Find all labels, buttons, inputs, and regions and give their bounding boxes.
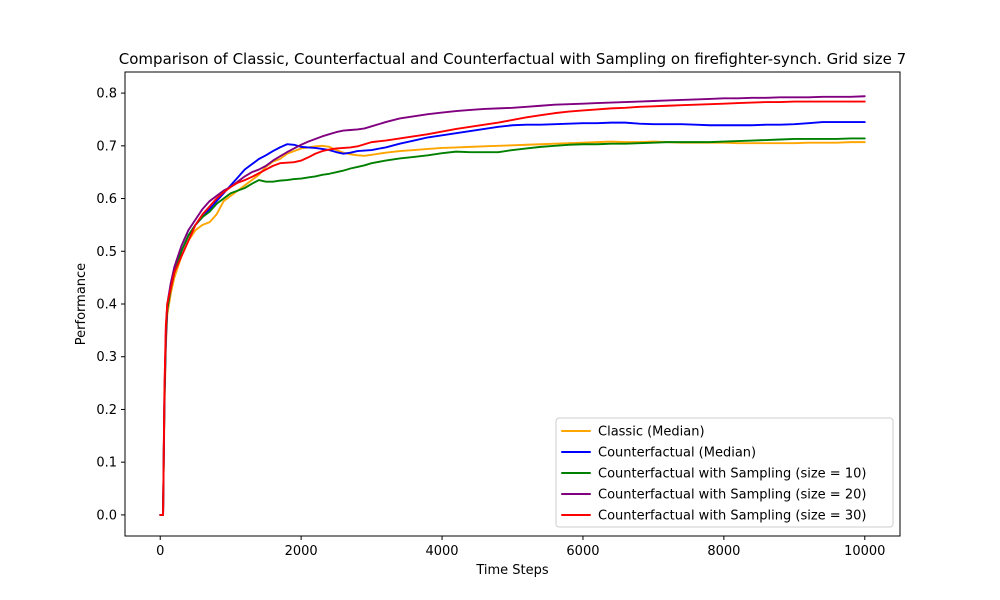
legend: Classic (Median) Counterfactual (Median) C… (555, 417, 894, 528)
series-line-4 (159, 95, 866, 516)
legend-item: Counterfactual (Median) (561, 446, 756, 461)
y-tick-label: 0.1 (96, 456, 117, 471)
y-tick-label: 0.4 (96, 298, 117, 313)
x-tick-label: 4000 (425, 544, 458, 559)
y-tick-label: 0.6 (96, 192, 117, 207)
x-tick-label: 8000 (707, 544, 740, 559)
y-tick-label: 0.5 (96, 245, 117, 260)
y-tick-label: 0.3 (96, 350, 117, 365)
legend-label: Counterfactual with Sampling (size = 20) (598, 488, 866, 503)
legend-item: Counterfactual with Sampling (size = 30) (561, 509, 866, 524)
x-tick-label: 10000 (844, 544, 885, 559)
series-line-3 (159, 137, 866, 516)
legend-label: Counterfactual with Sampling (size = 30) (598, 509, 866, 524)
legend-label: Counterfactual with Sampling (size = 10) (598, 467, 866, 482)
x-tick-label: 2000 (285, 544, 318, 559)
legend-box (555, 417, 894, 528)
y-axis: 0.0 0.1 0.2 0.3 0.4 0.5 0.6 0.7 0.8 (96, 87, 125, 523)
y-tick-label: 0.8 (96, 87, 117, 102)
legend-item: Counterfactual with Sampling (size = 20) (561, 488, 866, 503)
x-tick-label: 0 (156, 544, 164, 559)
x-axis: 0 2000 4000 6000 8000 10000 (156, 536, 885, 559)
chart-title: Comparison of Classic, Counterfactual an… (119, 50, 906, 68)
series-layer (159, 95, 866, 516)
legend-item: Classic (Median) (561, 425, 705, 440)
y-axis-label: Performance (74, 263, 89, 345)
x-axis-label: Time Steps (475, 563, 549, 578)
legend-label: Counterfactual (Median) (598, 446, 756, 461)
x-tick-label: 6000 (566, 544, 599, 559)
legend-item: Counterfactual with Sampling (size = 10) (561, 467, 866, 482)
y-tick-label: 0.0 (96, 508, 117, 523)
series-line-2 (159, 121, 866, 516)
series-line-5 (159, 100, 866, 516)
y-tick-label: 0.2 (96, 403, 117, 418)
y-tick-label: 0.7 (96, 139, 117, 154)
legend-label: Classic (Median) (598, 425, 705, 440)
